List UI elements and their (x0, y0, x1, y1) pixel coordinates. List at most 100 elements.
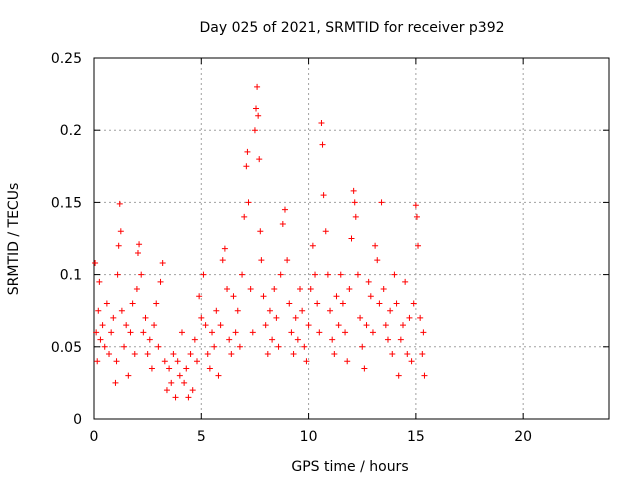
data-point (389, 351, 396, 358)
y-tick-label: 0.2 (60, 123, 82, 139)
data-point (114, 271, 121, 278)
data-point (189, 387, 196, 394)
data-point (112, 379, 119, 386)
data-point (125, 372, 132, 379)
data-point (153, 300, 160, 307)
data-point (350, 187, 357, 194)
data-point (419, 351, 426, 358)
data-point (144, 351, 151, 358)
data-point (316, 329, 323, 336)
data-point (374, 257, 381, 264)
data-point (187, 351, 194, 358)
data-point (266, 307, 273, 314)
data-point (348, 235, 355, 242)
data-point (271, 286, 278, 293)
data-point (286, 300, 293, 307)
data-point (236, 343, 243, 350)
data-point (117, 228, 124, 235)
data-point (134, 249, 141, 256)
data-point (318, 119, 325, 126)
data-point (108, 329, 115, 336)
data-point (200, 271, 207, 278)
data-point (161, 358, 168, 365)
data-point (97, 336, 104, 343)
data-point (408, 358, 415, 365)
data-point (194, 358, 200, 365)
data-point (116, 200, 123, 207)
data-point (243, 163, 250, 170)
data-point (351, 199, 358, 206)
data-point (110, 314, 117, 321)
data-point (224, 286, 231, 293)
x-tick-label: 15 (407, 429, 425, 445)
data-point (123, 322, 130, 329)
data-point (292, 314, 299, 321)
data-point (387, 307, 394, 314)
data-point (166, 365, 173, 372)
y-tick-label: 0.15 (51, 195, 82, 211)
x-axis-label: GPS time / hours (291, 459, 408, 475)
data-point (211, 343, 218, 350)
data-point (234, 307, 241, 314)
data-point (402, 278, 409, 285)
data-point (247, 286, 254, 293)
data-point (303, 358, 310, 365)
data-point (230, 293, 237, 300)
y-tick-label: 0 (73, 412, 82, 428)
data-point (307, 286, 314, 293)
data-point (256, 156, 263, 163)
chart-title: Day 025 of 2021, SRMTID for receiver p39… (199, 20, 504, 36)
data-point (327, 307, 334, 314)
data-point (309, 242, 316, 249)
data-point (159, 260, 166, 267)
data-point (142, 314, 149, 321)
data-point (213, 307, 220, 314)
data-point (255, 112, 262, 119)
data-point (335, 322, 342, 329)
data-point (376, 300, 383, 307)
data-point (146, 336, 153, 343)
data-point (96, 278, 103, 285)
data-point (297, 286, 303, 293)
data-point (279, 221, 286, 228)
data-point (319, 141, 326, 148)
data-point (400, 322, 406, 329)
data-point (361, 365, 368, 372)
data-point (239, 271, 246, 278)
data-point (215, 372, 222, 379)
data-point (151, 322, 158, 329)
x-tick-label: 10 (300, 429, 318, 445)
data-point (260, 293, 267, 300)
data-points (92, 83, 428, 401)
data-point (404, 351, 411, 358)
data-point (365, 278, 372, 285)
data-point (163, 387, 170, 394)
data-point (322, 228, 329, 235)
data-point (406, 314, 413, 321)
data-point (121, 343, 128, 350)
data-point (277, 271, 284, 278)
data-point (118, 307, 125, 314)
data-point (378, 199, 385, 206)
y-tick-label: 0.25 (51, 51, 82, 67)
data-point (384, 336, 391, 343)
data-point (281, 206, 288, 213)
data-point (157, 278, 164, 285)
data-point (369, 329, 376, 336)
data-point (185, 394, 192, 401)
data-point (363, 322, 370, 329)
data-point (183, 365, 190, 372)
data-point (245, 199, 252, 206)
data-point (314, 300, 321, 307)
data-point (204, 351, 211, 358)
data-point (421, 372, 428, 379)
data-point (202, 322, 209, 329)
y-axis-label: SRMTID / TECUs (6, 183, 22, 296)
data-point (253, 105, 260, 112)
data-point (346, 286, 353, 293)
data-point (232, 329, 239, 336)
data-point (101, 343, 108, 350)
x-tick-label: 5 (197, 429, 206, 445)
data-point (249, 329, 256, 336)
data-point (226, 336, 233, 343)
